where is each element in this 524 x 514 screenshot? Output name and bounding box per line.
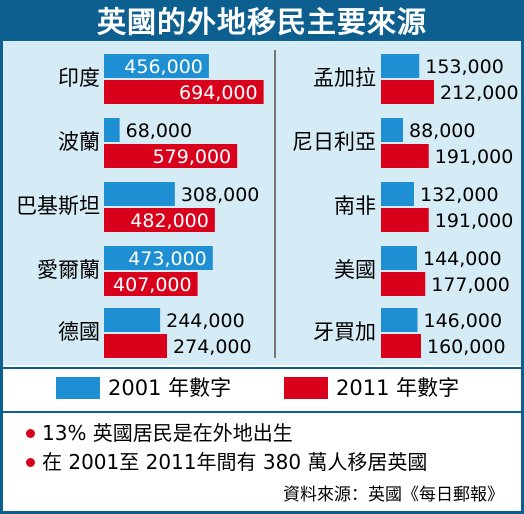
data-label-2011: 482,000 [130,210,209,232]
data-label-2011: 212,000 [440,82,519,104]
legend-label-2011: 2011 年數字 [336,376,460,400]
data-label-2001: 144,000 [423,248,502,270]
bar-2011 [104,80,264,104]
category-label: 波蘭 [58,130,100,154]
data-label-2001: 308,000 [181,184,260,206]
bar-2001 [381,54,420,78]
data-label-2011: 191,000 [435,146,514,168]
data-label-2011: 579,000 [153,146,232,168]
data-label-2001: 132,000 [420,184,499,206]
bar-2011 [381,80,434,104]
data-label-2001: 68,000 [126,120,192,142]
data-label-2011: 407,000 [113,274,192,296]
note-bullet [26,458,35,467]
source-note: 資料來源：英國《每日郵報》 [283,485,504,505]
bar-2001 [104,54,209,78]
bar-2011 [104,144,238,168]
column-divider [274,50,276,358]
data-label-2011: 160,000 [427,336,506,358]
data-label-2011: 694,000 [179,82,258,104]
bar-2001 [381,118,403,142]
category-label: 印度 [58,66,100,90]
bar-2011 [104,208,215,232]
data-label-2001: 473,000 [128,248,207,270]
bar-2001 [104,182,175,206]
category-label: 尼日利亞 [292,130,376,154]
bar-2001 [381,308,418,332]
data-label-2001: 153,000 [425,56,504,78]
note-2: 在 2001至 2011年間有 380 萬人移居英國 [42,450,428,474]
bar-2011 [104,272,198,296]
category-label: 孟加拉 [313,66,376,90]
bar-2011 [381,208,429,232]
data-label-2001: 146,000 [424,310,503,332]
bar-2001 [381,182,414,206]
bar-2011 [104,334,168,358]
bar-2001 [104,308,161,332]
data-label-2011: 177,000 [431,274,510,296]
chart-title: 英國的外地移民主要來源 [3,3,521,41]
category-label: 南非 [334,194,376,218]
bar-2001 [104,246,213,270]
category-label: 愛爾蘭 [37,258,100,282]
data-label-2011: 191,000 [435,210,514,232]
data-label-2001: 456,000 [124,56,203,78]
data-label-2011: 274,000 [173,336,252,358]
bar-2001 [381,246,417,270]
data-label-2001: 88,000 [409,120,475,142]
note-bullet [26,429,35,438]
bar-2011 [381,144,429,168]
note-1: 13% 英國居民是在外地出生 [42,421,293,445]
category-label: 德國 [58,320,100,344]
bar-2011 [381,272,426,296]
category-label: 牙買加 [313,320,376,344]
category-label: 巴基斯坦 [16,194,100,218]
data-label-2001: 244,000 [166,310,245,332]
bar-2011 [381,334,421,358]
category-label: 美國 [334,258,376,282]
legend-swatch-2011 [284,377,328,399]
legend-swatch-2001 [56,377,100,399]
legend-label-2001: 2001 年數字 [108,376,232,400]
bar-2001 [104,118,120,142]
